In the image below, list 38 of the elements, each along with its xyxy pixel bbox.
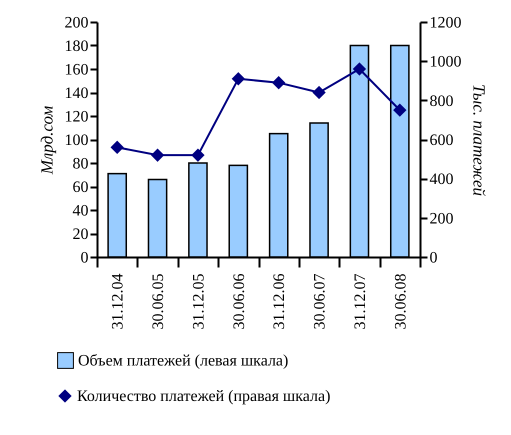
x-tick-label: 30.06.07 (312, 274, 329, 330)
x-tick-label: 31.12.04 (110, 274, 127, 330)
y2-tick-label: 800 (430, 92, 454, 110)
y-tick-label: 120 (64, 108, 88, 126)
y2-tick-label: 1200 (430, 14, 462, 32)
legend-label: Объем платежей (левая шкала) (78, 352, 288, 370)
y2-tick-label: 0 (430, 250, 438, 266)
legend-label: Количество платежей (правая шкала) (77, 388, 330, 405)
y2-tick-label: 400 (430, 171, 454, 188)
point (110, 141, 124, 154)
y-tick-label: 80 (72, 156, 88, 172)
point (394, 104, 406, 116)
x-tick-label: 30.06.08 (392, 274, 410, 330)
y-tick-label: 20 (72, 226, 88, 243)
point (232, 72, 245, 86)
y-tick-label: 60 (72, 179, 88, 196)
y-tick-label: 200 (64, 14, 88, 32)
y2-tick-label: 600 (430, 132, 454, 149)
y-axis-title: Млрд.сом (38, 106, 56, 176)
y-tick-label: 160 (64, 62, 88, 78)
y-tick-label: 0 (80, 250, 88, 266)
x-tick-label: 31.12.06 (271, 274, 288, 330)
x-tick-label: 31.12.07 (352, 274, 369, 330)
y-tick-label: 40 (72, 202, 88, 220)
y2-tick-label: 1000 (430, 54, 462, 71)
y-tick-label: 180 (64, 38, 88, 55)
point (353, 62, 366, 76)
x-tick-label: 31.12.05 (190, 274, 208, 330)
y-tick-label: 140 (64, 85, 88, 102)
point (192, 148, 204, 162)
y2-axis-title: Тыс. платежей (470, 84, 488, 197)
point (312, 86, 326, 99)
x-tick-label: 30.06.05 (150, 274, 168, 330)
point (272, 76, 285, 89)
y2-tick-label: 200 (430, 210, 454, 228)
y-tick-label: 100 (64, 132, 88, 149)
x-tick-label: 30.06.06 (230, 274, 248, 330)
point (151, 148, 164, 162)
